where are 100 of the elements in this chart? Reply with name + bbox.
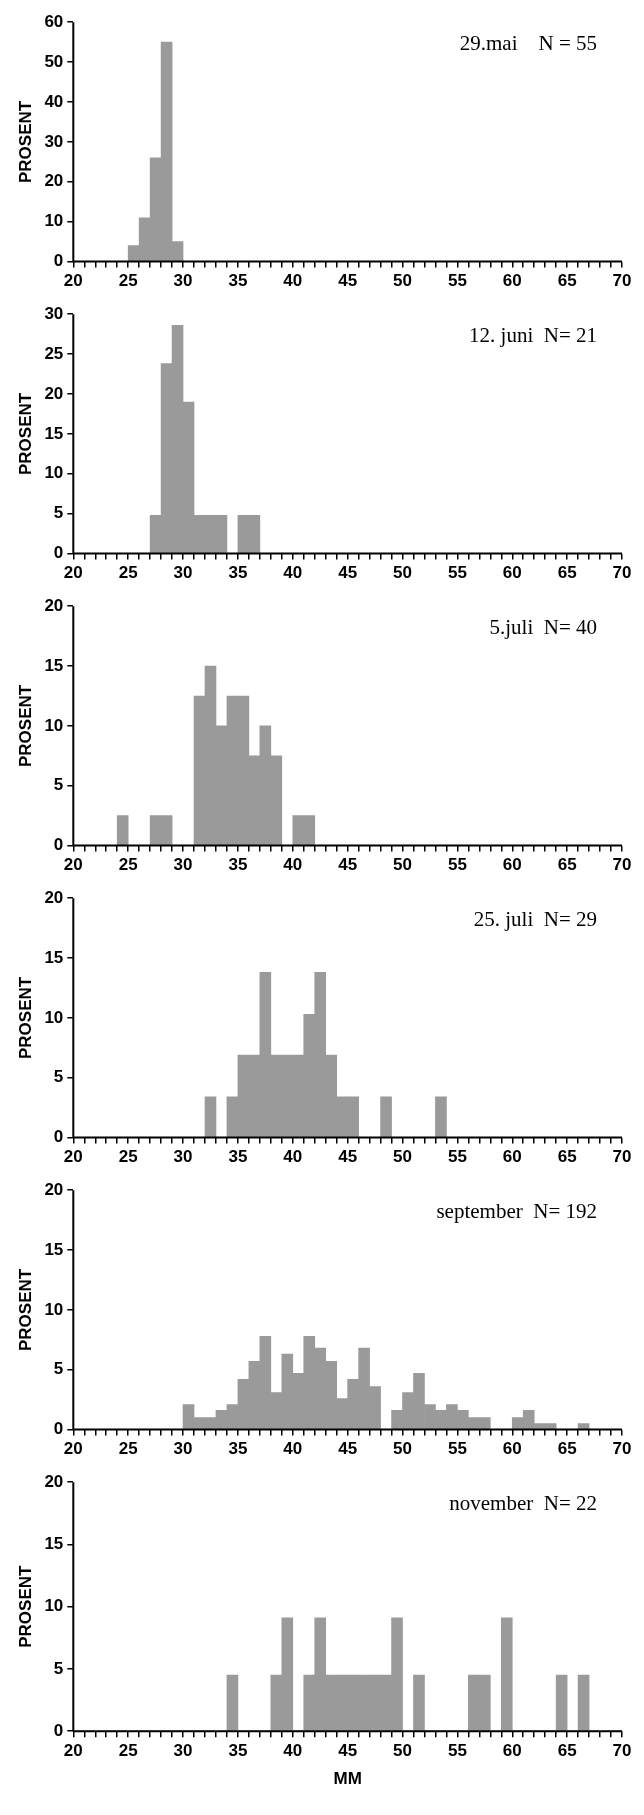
- x-tick-label: 65: [557, 1147, 577, 1167]
- x-tick-label: 65: [557, 271, 577, 291]
- x-tick-label: 55: [447, 1147, 467, 1167]
- y-tick-label: 5: [53, 775, 64, 795]
- y-tick-label: 10: [44, 1007, 64, 1027]
- x-tick-label: 30: [173, 1741, 193, 1761]
- y-tick-label: 5: [53, 1658, 64, 1678]
- y-tick-label: 5: [53, 503, 64, 523]
- x-tick-label: 25: [118, 855, 138, 875]
- x-tick-label: 50: [393, 1439, 412, 1459]
- x-tick-label: 35: [228, 1439, 248, 1459]
- x-tick-label: 45: [338, 271, 358, 291]
- x-tick-label: 40: [283, 271, 303, 291]
- x-tick-label: 70: [612, 1741, 632, 1761]
- y-tick-label: 15: [44, 423, 64, 443]
- x-tick-label: 35: [228, 271, 248, 291]
- x-tick-label: 60: [502, 563, 522, 583]
- x-tick-label: 40: [283, 1439, 303, 1459]
- y-axis-title: PROSENT: [15, 100, 35, 183]
- y-tick-label: 30: [44, 131, 64, 151]
- annotation: 12. juni N= 21: [469, 323, 597, 348]
- x-tick-label: 45: [338, 855, 358, 875]
- y-tick-label: 10: [44, 1596, 64, 1616]
- x-tick-label: 65: [557, 1741, 577, 1761]
- x-tick-label: 65: [557, 563, 577, 583]
- y-tick-label: 20: [44, 1471, 64, 1491]
- x-tick-label: 35: [228, 1147, 248, 1167]
- x-tick-label: 30: [173, 1147, 193, 1167]
- x-tick-label: 55: [447, 855, 467, 875]
- x-tick-label: 25: [118, 1741, 138, 1761]
- y-axis-title: PROSENT: [15, 1565, 35, 1648]
- y-tick-label: 20: [44, 595, 64, 615]
- x-tick-label: 55: [447, 271, 467, 291]
- x-tick-label: 25: [118, 563, 138, 583]
- y-tick-label: 5: [53, 1359, 64, 1379]
- y-tick-label: 0: [53, 1419, 64, 1439]
- x-tick-label: 70: [612, 271, 632, 291]
- y-axis-title: PROSENT: [15, 1268, 35, 1351]
- x-tick-label: 45: [338, 1147, 358, 1167]
- y-tick-label: 15: [44, 1534, 64, 1554]
- x-tick-label: 30: [173, 563, 193, 583]
- x-tick-label: 55: [447, 1741, 467, 1761]
- x-tick-label: 35: [228, 563, 248, 583]
- x-tick-label: 25: [118, 1147, 138, 1167]
- x-tick-label: 60: [502, 855, 522, 875]
- y-tick-label: 20: [44, 1179, 64, 1199]
- y-tick-label: 50: [44, 51, 64, 71]
- x-tick-label: 55: [447, 1439, 467, 1459]
- y-tick-label: 25: [44, 343, 64, 363]
- x-tick-label: 35: [228, 855, 248, 875]
- annotation: november N= 22: [449, 1491, 597, 1516]
- y-tick-label: 20: [44, 887, 64, 907]
- x-tick-label: 50: [393, 1741, 412, 1761]
- annotation: 29.mai N = 55: [459, 31, 597, 56]
- x-tick-label: 70: [612, 1439, 632, 1459]
- x-tick-label: 30: [173, 1439, 193, 1459]
- x-tick-label: 55: [447, 563, 467, 583]
- x-tick-label: 65: [557, 855, 577, 875]
- x-tick-label: 45: [338, 1439, 358, 1459]
- y-tick-label: 30: [44, 303, 64, 323]
- y-axis-title: PROSENT: [15, 684, 35, 767]
- x-tick-label: 30: [173, 271, 193, 291]
- y-tick-label: 10: [44, 1299, 64, 1319]
- x-tick-label: 50: [393, 271, 412, 291]
- y-tick-label: 10: [44, 715, 64, 735]
- x-tick-label: 25: [118, 1439, 138, 1459]
- y-tick-label: 0: [53, 543, 64, 563]
- y-tick-label: 10: [44, 211, 64, 231]
- y-tick-label: 0: [53, 1720, 64, 1740]
- x-tick-label: 45: [338, 563, 358, 583]
- x-tick-label: 40: [283, 1741, 303, 1761]
- x-tick-label: 70: [612, 1147, 632, 1167]
- annotation: 5.juli N= 40: [489, 615, 597, 640]
- x-tick-label: 35: [228, 1741, 248, 1761]
- y-tick-label: 0: [53, 835, 64, 855]
- x-tick-label: 50: [393, 855, 412, 875]
- annotation: september N= 192: [436, 1199, 597, 1224]
- annotation: 25. juli N= 29: [473, 907, 597, 932]
- y-tick-label: 15: [44, 1239, 64, 1259]
- y-axis-title: PROSENT: [15, 976, 35, 1059]
- x-tick-label: 60: [502, 1741, 522, 1761]
- y-tick-label: 20: [44, 171, 64, 191]
- y-tick-label: 40: [44, 91, 64, 111]
- x-axis-title: MM: [333, 1769, 362, 1789]
- y-tick-label: 0: [53, 251, 64, 271]
- x-tick-label: 45: [338, 1741, 358, 1761]
- x-tick-label: 50: [393, 1147, 412, 1167]
- x-tick-label: 60: [502, 271, 522, 291]
- x-tick-label: 30: [173, 855, 193, 875]
- x-tick-label: 60: [502, 1147, 522, 1167]
- y-tick-label: 60: [44, 11, 64, 31]
- x-tick-label: 50: [393, 563, 412, 583]
- y-tick-label: 10: [44, 463, 64, 483]
- x-tick-label: 25: [118, 271, 138, 291]
- y-tick-label: 0: [53, 1127, 64, 1147]
- x-tick-label: 40: [283, 855, 303, 875]
- x-tick-label: 40: [283, 563, 303, 583]
- x-tick-label: 40: [283, 1147, 303, 1167]
- x-tick-label: 60: [502, 1439, 522, 1459]
- y-tick-label: 15: [44, 947, 64, 967]
